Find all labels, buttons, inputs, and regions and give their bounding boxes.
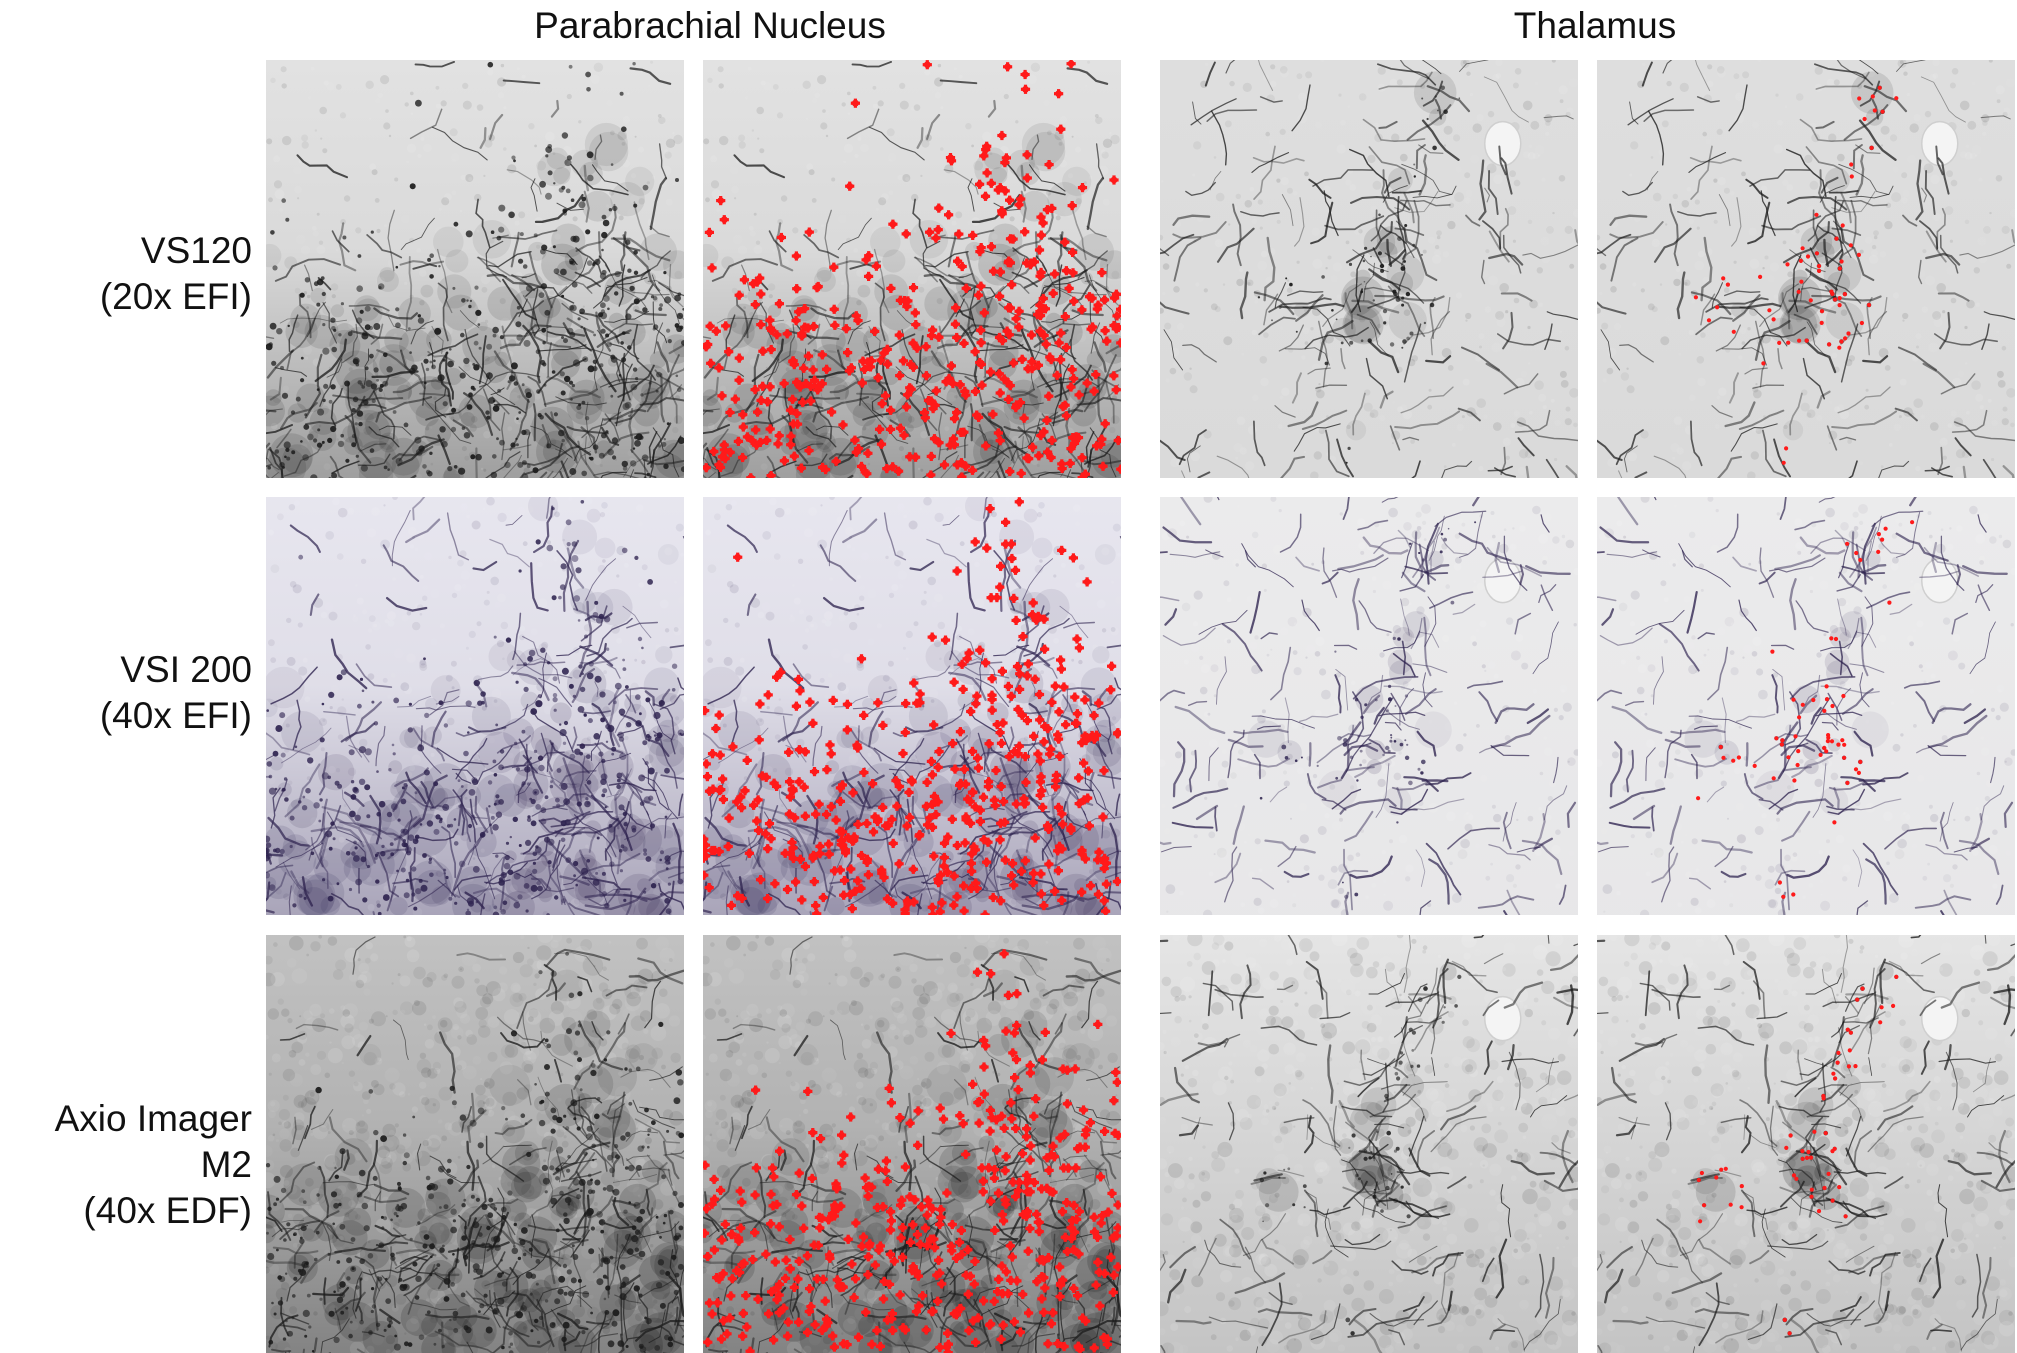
micrograph-image	[1597, 497, 2015, 915]
micrograph-image	[1160, 60, 1578, 478]
micrograph-image	[703, 497, 1121, 915]
row-label-line: VS120	[140, 230, 252, 271]
micrograph-image	[266, 60, 684, 478]
row-label-axio-imager: Axio Imager M2 (40x EDF)	[0, 1096, 252, 1234]
micrograph-vsi200-pbn-raw	[266, 497, 684, 915]
stained-puncta	[266, 951, 684, 1353]
stained-fibres	[266, 936, 684, 1353]
stained-puncta	[266, 500, 684, 915]
micrograph-image	[1160, 497, 1578, 915]
detection-markers	[703, 60, 1121, 478]
row-label-line: (20x EFI)	[99, 276, 252, 317]
tissue-texture	[1160, 497, 1578, 915]
micrograph-vs120-pbn-raw	[266, 60, 684, 478]
column-header-thalamus: Thalamus	[1513, 5, 1677, 46]
stained-fibres	[1597, 935, 2015, 1353]
micrograph-vsi200-thal-raw	[1160, 497, 1578, 915]
stained-fibres	[1597, 60, 2015, 478]
stained-fibres	[1160, 497, 1577, 915]
micrograph-image	[266, 497, 684, 915]
tissue-texture	[1160, 60, 1578, 478]
row-label-vsi200: VSI 200 (40x EFI)	[0, 647, 252, 739]
stained-fibres	[266, 60, 684, 478]
micrograph-vsi200-pbn-detected	[703, 497, 1121, 915]
stained-fibres	[1160, 935, 1578, 1353]
row-label-line: VSI 200	[120, 649, 252, 690]
tissue-texture	[266, 497, 684, 915]
tissue-texture	[1597, 60, 2015, 478]
stained-fibres	[1597, 497, 2014, 915]
micrograph-image	[703, 60, 1121, 478]
stained-fibres	[1160, 60, 1578, 478]
tissue-texture	[1597, 497, 2015, 915]
micrograph-vs120-thal-raw	[1160, 60, 1578, 478]
micrograph-image	[1597, 935, 2015, 1353]
micrograph-axio-pbn-detected	[703, 935, 1121, 1353]
detection-markers	[1696, 974, 1899, 1336]
detection-markers	[1696, 520, 1915, 899]
stain-clouds	[1731, 71, 1894, 441]
stained-fibres	[266, 497, 684, 915]
detection-markers	[1693, 85, 1899, 465]
micrograph-axio-thal-raw	[1160, 935, 1578, 1353]
micrograph-vs120-thal-detected	[1597, 60, 2015, 478]
tissue-texture	[1597, 935, 2015, 1353]
row-label-line: Axio Imager	[54, 1098, 252, 1139]
micrograph-image	[703, 935, 1121, 1353]
micrograph-vsi200-thal-detected	[1597, 497, 2015, 915]
stained-puncta	[1259, 974, 1462, 1336]
stained-puncta	[266, 61, 684, 478]
micrograph-image	[1597, 60, 2015, 478]
row-label-line: (40x EFI)	[99, 695, 252, 736]
stain-clouds	[266, 122, 684, 478]
row-label-line: M2	[200, 1144, 252, 1185]
stained-puncta	[1257, 85, 1461, 464]
detection-markers	[703, 497, 1121, 915]
micrograph-image	[266, 935, 684, 1353]
micrograph-axio-thal-detected	[1597, 935, 2015, 1353]
row-label-vs120: VS120 (20x EFI)	[0, 228, 252, 320]
stained-puncta	[1259, 521, 1477, 899]
column-header-parabrachial-nucleus: Parabrachial Nucleus	[534, 5, 886, 46]
detection-markers	[703, 949, 1121, 1353]
micrograph-image	[1160, 935, 1578, 1353]
micrograph-vs120-pbn-detected	[703, 60, 1121, 478]
row-label-line: (40x EDF)	[83, 1190, 252, 1231]
micrograph-axio-pbn-raw	[266, 935, 684, 1353]
